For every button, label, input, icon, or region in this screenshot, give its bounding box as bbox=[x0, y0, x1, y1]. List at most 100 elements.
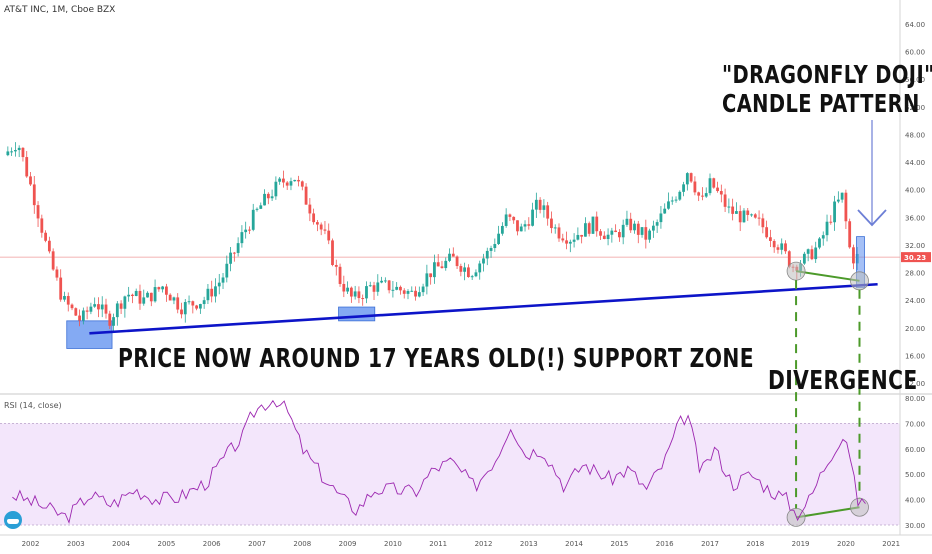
candle-body bbox=[225, 263, 229, 278]
candle-body bbox=[29, 176, 32, 185]
candle-body bbox=[180, 309, 183, 315]
candle-body bbox=[214, 286, 217, 297]
candle-body bbox=[825, 221, 829, 236]
candle-body bbox=[206, 288, 210, 301]
candle-body bbox=[417, 292, 421, 297]
candle-body bbox=[131, 294, 134, 297]
candle-body bbox=[47, 240, 51, 252]
candle-body bbox=[414, 290, 417, 297]
candle-body bbox=[670, 200, 674, 202]
candle-body bbox=[512, 216, 516, 221]
time-tick-label: 2014 bbox=[565, 540, 583, 548]
candle-body bbox=[104, 304, 108, 314]
candle-body bbox=[134, 290, 138, 297]
candle-body bbox=[10, 151, 14, 153]
candle-body bbox=[236, 243, 240, 253]
time-tick-label: 2011 bbox=[429, 540, 447, 548]
candle-body bbox=[784, 243, 787, 252]
time-tick-label: 2021 bbox=[882, 540, 900, 548]
candle-body bbox=[157, 287, 161, 290]
candle-body bbox=[482, 258, 485, 264]
price-tick-label: 24.00 bbox=[905, 297, 925, 305]
candle-body bbox=[504, 214, 508, 226]
time-tick-label: 2008 bbox=[293, 540, 311, 548]
candle-body bbox=[572, 239, 576, 242]
candle-body bbox=[63, 296, 66, 300]
candle-body bbox=[565, 240, 568, 244]
candle-body bbox=[380, 280, 383, 283]
candle-body bbox=[595, 216, 599, 232]
pattern-annotation-line2: CANDLE PATTERN bbox=[722, 89, 920, 118]
candle-body bbox=[436, 262, 440, 267]
price-tick-label: 20.00 bbox=[905, 325, 925, 333]
candle-body bbox=[731, 206, 735, 214]
price-tick-label: 32.00 bbox=[905, 242, 925, 250]
rsi-divergence-line bbox=[795, 506, 860, 519]
time-tick-label: 2003 bbox=[67, 540, 85, 548]
candle-body bbox=[342, 283, 346, 292]
candle-body bbox=[81, 310, 85, 321]
candle-body bbox=[485, 250, 489, 259]
candle-body bbox=[568, 241, 572, 244]
candle-body bbox=[806, 249, 810, 254]
candle-body bbox=[538, 199, 542, 210]
candle-body bbox=[331, 240, 334, 265]
candle-body bbox=[599, 231, 602, 236]
time-tick-label: 2018 bbox=[746, 540, 764, 548]
candle-body bbox=[85, 310, 89, 312]
candle-body bbox=[66, 296, 70, 305]
candle-body bbox=[270, 196, 274, 199]
candle-body bbox=[719, 191, 723, 195]
divergence-annotation: DIVERGENCE bbox=[768, 366, 918, 396]
candle-body bbox=[765, 227, 769, 238]
candle-body bbox=[787, 251, 791, 267]
time-tick-label: 2006 bbox=[203, 540, 221, 548]
price-divergence-marker-1 bbox=[786, 261, 806, 281]
candle-body bbox=[448, 253, 451, 261]
candle-body bbox=[312, 213, 316, 223]
candle-body bbox=[821, 235, 825, 239]
candle-body bbox=[716, 187, 719, 192]
candle-body bbox=[25, 157, 29, 177]
tradingview-logo-icon[interactable] bbox=[4, 511, 22, 529]
candle-body bbox=[625, 218, 629, 225]
candle-body bbox=[263, 193, 266, 206]
candle-body bbox=[319, 224, 323, 230]
candle-body bbox=[100, 304, 104, 310]
rsi-tick-label: 30.00 bbox=[905, 522, 925, 530]
candle-body bbox=[455, 256, 459, 267]
candle-body bbox=[176, 297, 180, 310]
candle-body bbox=[655, 222, 659, 226]
candle-body bbox=[523, 224, 527, 227]
candle-body bbox=[678, 191, 682, 200]
candle-body bbox=[217, 282, 221, 287]
candle-body bbox=[561, 238, 565, 241]
candle-body bbox=[259, 205, 263, 209]
candle-body bbox=[59, 277, 63, 300]
candle-body bbox=[497, 233, 500, 245]
candle-body bbox=[297, 179, 300, 182]
time-tick-label: 2002 bbox=[22, 540, 40, 548]
candle-body bbox=[119, 303, 123, 309]
price-tick-label: 28.00 bbox=[905, 270, 925, 278]
support-trendline bbox=[89, 282, 878, 335]
candle-body bbox=[36, 205, 40, 219]
rsi-band bbox=[0, 423, 900, 525]
time-tick-label: 2005 bbox=[157, 540, 175, 548]
candle-body bbox=[149, 292, 153, 302]
candle-body bbox=[814, 247, 818, 260]
support-zone-1 bbox=[66, 320, 113, 349]
candle-body bbox=[591, 216, 595, 234]
candle-body bbox=[553, 227, 557, 229]
rsi-line bbox=[12, 399, 866, 524]
price-tick-label: 60.00 bbox=[905, 49, 925, 57]
candle-body bbox=[425, 273, 429, 287]
candle-body bbox=[440, 266, 444, 269]
candle-body bbox=[232, 252, 236, 254]
candle-body bbox=[97, 304, 100, 310]
candle-body bbox=[251, 209, 255, 230]
candle-body bbox=[704, 193, 708, 197]
candle-body bbox=[391, 289, 395, 291]
rsi-indicator-title: RSI (14, close) bbox=[4, 401, 62, 410]
candle-body bbox=[542, 205, 546, 210]
